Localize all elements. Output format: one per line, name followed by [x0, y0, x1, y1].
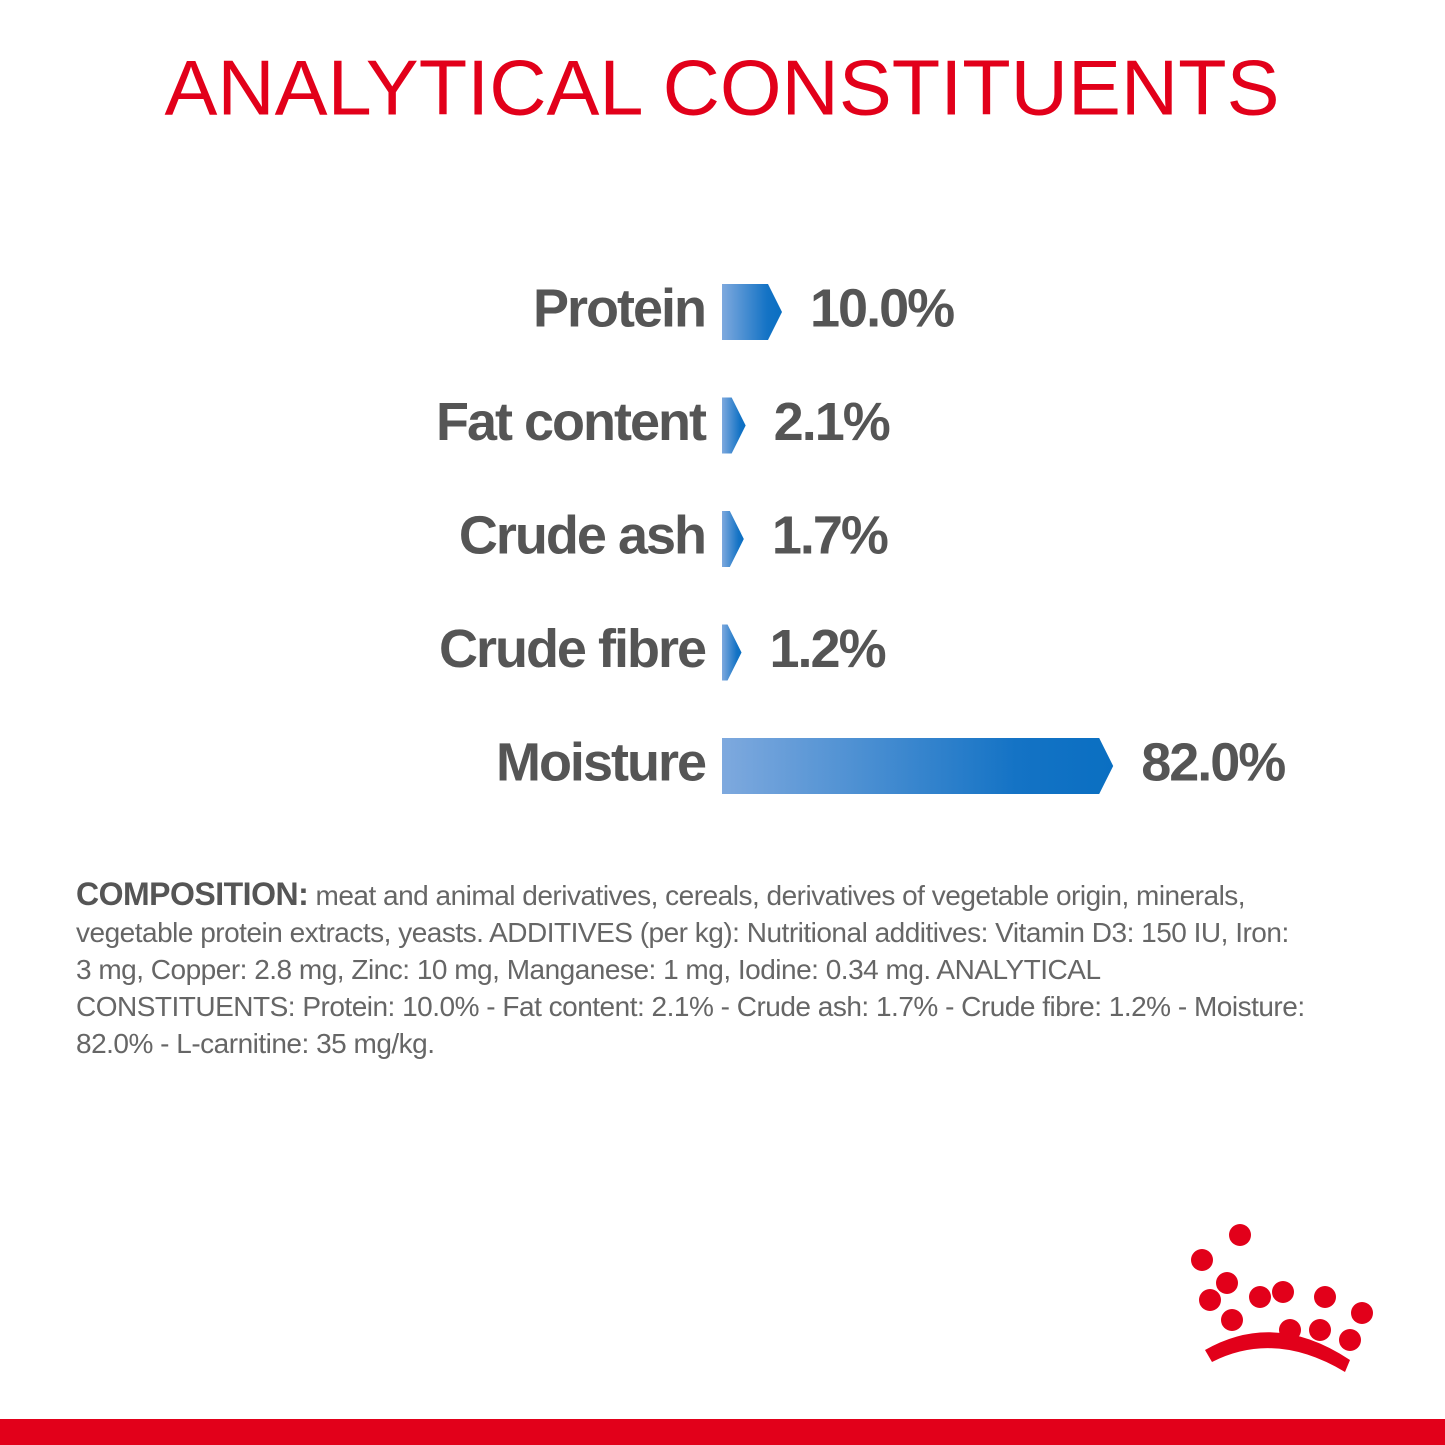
category-label: Moisture [496, 732, 706, 792]
category-label: Crude fibre [439, 619, 706, 679]
bar [722, 397, 746, 454]
logo [1191, 1224, 1373, 1372]
chart-title: ANALYTICAL CONSTITUENTS [165, 44, 1280, 132]
value-label: 82.0% [1141, 732, 1285, 792]
composition-text: meat and animal derivatives, cereals, de… [76, 880, 1305, 1059]
bar [722, 738, 1114, 794]
composition-label: COMPOSITION: [76, 876, 309, 912]
value-label: 1.7% [772, 505, 888, 565]
bar [722, 284, 782, 340]
bar [722, 624, 742, 681]
composition: COMPOSITION: meat and animal derivatives… [76, 876, 1306, 1062]
bar [722, 511, 744, 567]
category-label: Fat content [436, 392, 707, 452]
category-label: Protein [533, 278, 705, 338]
value-label: 2.1% [774, 392, 890, 452]
value-label: 10.0% [810, 278, 954, 338]
footer-band [0, 1419, 1445, 1445]
category-label: Crude ash [459, 505, 705, 565]
value-label: 1.2% [770, 619, 886, 679]
